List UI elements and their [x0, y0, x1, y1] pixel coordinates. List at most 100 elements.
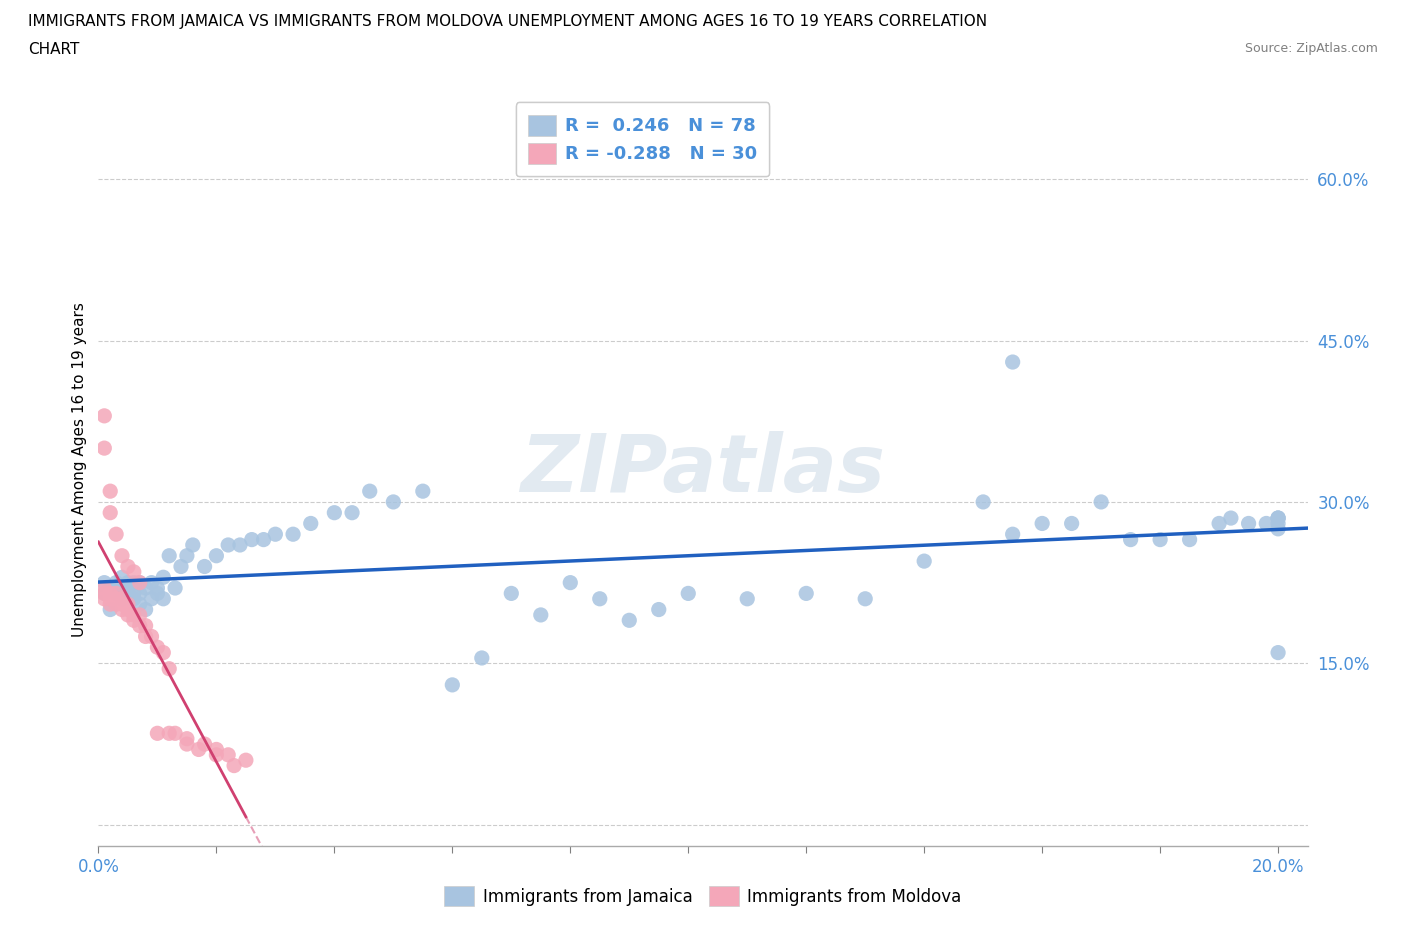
Point [205, 549, 228, 564]
Point [340, 505, 363, 520]
Point [235, 752, 257, 767]
Point [128, 586, 150, 601]
Point [146, 586, 169, 601]
Point [1267, 522, 1289, 537]
Point [141, 575, 163, 591]
Point [1267, 511, 1289, 525]
Point [93, 580, 115, 595]
Point [1267, 645, 1289, 660]
Point [240, 532, 263, 547]
Point [117, 597, 139, 612]
Point [98, 591, 121, 606]
Point [165, 726, 187, 741]
Point [122, 586, 145, 601]
Point [117, 575, 139, 591]
Point [1237, 516, 1260, 531]
Point [1149, 532, 1171, 547]
Point [93, 586, 115, 601]
Point [105, 597, 128, 612]
Point [146, 726, 169, 741]
Legend: Immigrants from Jamaica, Immigrants from Moldova: Immigrants from Jamaica, Immigrants from… [437, 880, 969, 912]
Point [111, 549, 134, 564]
Point [93, 408, 115, 423]
Point [152, 591, 174, 606]
Point [146, 640, 169, 655]
Point [1001, 354, 1024, 369]
Point [141, 629, 163, 644]
Point [98, 602, 121, 617]
Point [105, 586, 128, 601]
Point [165, 580, 187, 595]
Point [152, 645, 174, 660]
Point [735, 591, 758, 606]
Point [135, 618, 157, 633]
Point [128, 607, 150, 622]
Point [187, 742, 209, 757]
Point [122, 591, 145, 606]
Point [281, 526, 304, 541]
Point [1090, 495, 1112, 510]
Point [252, 532, 274, 547]
Point [1219, 511, 1241, 525]
Point [122, 613, 145, 628]
Point [105, 586, 128, 601]
Point [111, 580, 134, 595]
Point [1031, 516, 1053, 531]
Y-axis label: Unemployment Among Ages 16 to 19 years: Unemployment Among Ages 16 to 19 years [72, 302, 87, 637]
Point [619, 613, 641, 628]
Point [217, 538, 239, 552]
Point [794, 586, 817, 601]
Point [141, 591, 163, 606]
Point [122, 575, 145, 591]
Point [1001, 526, 1024, 541]
Point [93, 591, 115, 606]
Point [128, 575, 150, 591]
Text: Source: ZipAtlas.com: Source: ZipAtlas.com [1244, 42, 1378, 55]
Point [111, 602, 134, 617]
Point [135, 580, 157, 595]
Point [501, 586, 523, 601]
Point [1178, 532, 1201, 547]
Point [117, 559, 139, 574]
Point [194, 559, 217, 574]
Point [176, 737, 198, 751]
Point [157, 661, 180, 676]
Point [382, 495, 405, 510]
Point [560, 575, 582, 591]
Point [323, 505, 346, 520]
Point [122, 607, 145, 622]
Point [105, 591, 128, 606]
Point [98, 597, 121, 612]
Point [128, 597, 150, 612]
Point [105, 575, 128, 591]
Point [1267, 511, 1289, 525]
Point [205, 742, 228, 757]
Point [146, 580, 169, 595]
Point [229, 538, 252, 552]
Point [299, 516, 322, 531]
Point [1119, 532, 1142, 547]
Point [105, 526, 128, 541]
Point [1267, 516, 1289, 531]
Point [530, 607, 553, 622]
Point [176, 731, 198, 746]
Point [1060, 516, 1083, 531]
Point [471, 651, 494, 666]
Point [93, 586, 115, 601]
Point [1267, 511, 1289, 525]
Point [117, 586, 139, 601]
Point [98, 580, 121, 595]
Point [1208, 516, 1230, 531]
Point [152, 570, 174, 585]
Point [128, 575, 150, 591]
Point [264, 526, 287, 541]
Point [678, 586, 700, 601]
Point [128, 618, 150, 633]
Point [589, 591, 612, 606]
Point [117, 580, 139, 595]
Point [412, 484, 434, 498]
Point [972, 495, 994, 510]
Point [111, 591, 134, 606]
Legend: R =  0.246   N = 78, R = -0.288   N = 30: R = 0.246 N = 78, R = -0.288 N = 30 [516, 102, 769, 177]
Point [135, 602, 157, 617]
